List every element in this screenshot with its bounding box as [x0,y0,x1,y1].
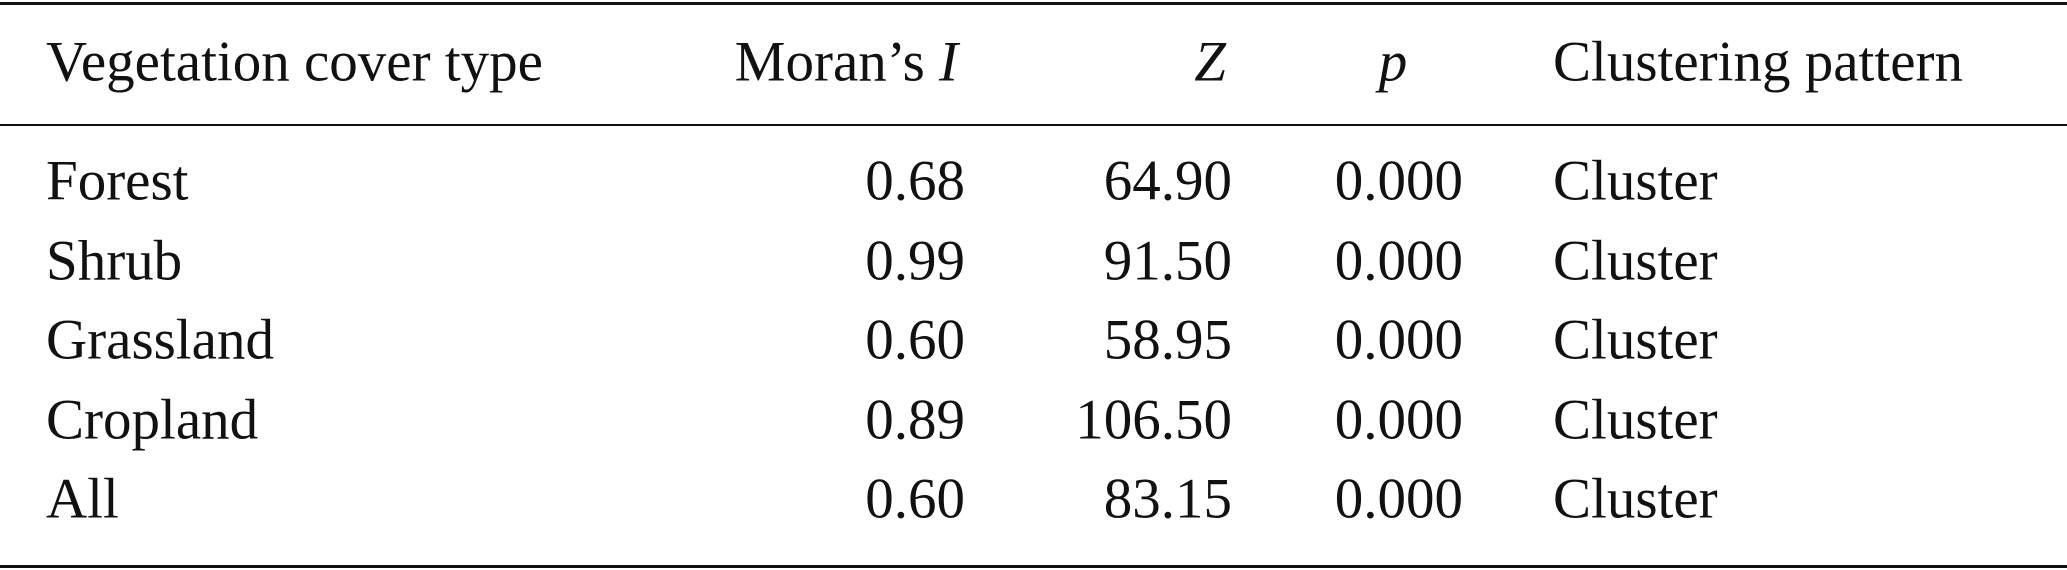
header-rule [0,124,2067,126]
table-cell: 58.95 [1103,308,1232,372]
table-cell: 83.15 [1103,467,1232,531]
table-cell: 0.000 [1334,149,1463,213]
table-cell: All [46,467,119,531]
table-cell: 0.60 [865,308,965,372]
header-cell: Clustering pattern [1553,30,1963,94]
table-cell: 106.50 [1075,388,1232,451]
table-cell: 0.000 [1334,229,1463,292]
table-cell: 0.000 [1334,308,1463,372]
header-cell: p [1378,30,1408,94]
table-cell: 0.89 [865,388,965,451]
table-cell: Shrub [46,229,183,292]
header-cell: Moran’s I [735,34,958,91]
table-cell: 91.50 [1103,229,1232,292]
table-cell: 0.68 [865,149,965,213]
table-cell: Grassland [46,308,274,372]
table-cell: Forest [46,149,189,213]
table-cell: Cluster [1553,229,1718,292]
table-cell: Cluster [1553,467,1718,531]
table-cell: 0.000 [1334,467,1463,531]
table-cell: 0.000 [1334,388,1463,451]
table-cell: Cluster [1553,308,1718,372]
header-cell: Vegetation cover type [46,30,543,94]
table-cell: 64.90 [1103,149,1232,213]
table-cell: 0.60 [865,467,965,531]
header-cell: Z [1194,30,1226,94]
table-cell: Cluster [1553,149,1718,213]
table-cell: 0.99 [865,229,965,292]
top-rule [0,2,2067,5]
bottom-rule [0,565,2067,568]
header-symbol: I [939,30,958,94]
table-cell: Cropland [46,388,259,451]
table-cell: Cluster [1553,388,1718,451]
header-text: Moran’s [734,30,925,94]
